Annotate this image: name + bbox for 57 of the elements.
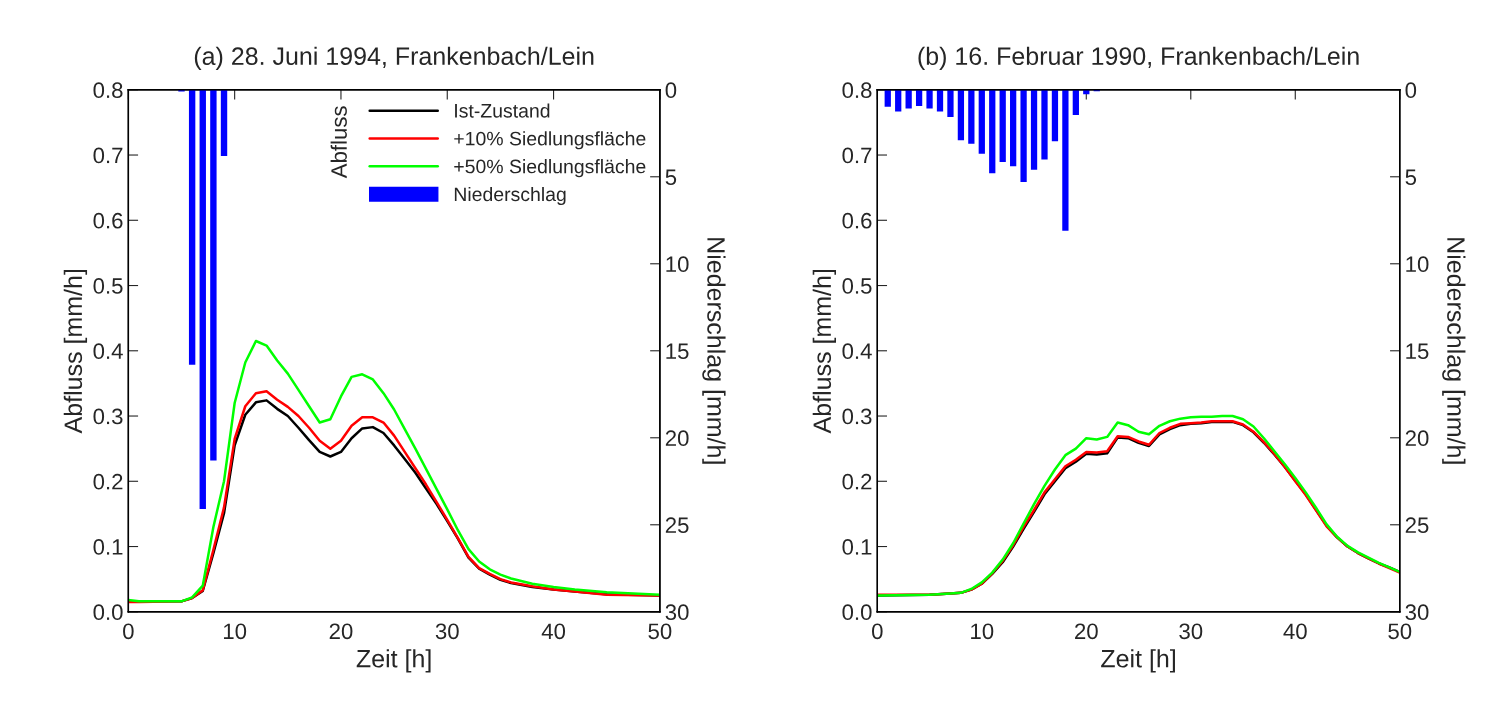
y-axis-title: Abfluss [mm/h] [812,269,836,434]
legend-label: Ist-Zustand [455,103,550,118]
x-tick-label: 0 [123,623,134,640]
x-axis-title: Zeit [h] [356,649,431,673]
y-tick-label: 0.1 [93,539,123,555]
x-axis-title: Zeit [h] [1101,649,1175,673]
y-tick-label: 0.6 [93,212,123,229]
x-tick-label: 50 [1388,623,1412,640]
y-tick-label: 0.3 [93,408,123,425]
y-tick-label: 0.0 [93,604,123,621]
y-tick-label: 0.8 [93,82,123,99]
y2-tick-label: 10 [1406,256,1429,273]
legend-label: Niederschlag [454,186,566,206]
y2-tick-label: 5 [1405,169,1417,186]
x-tick-label: 40 [541,623,566,640]
x-tick-label: 40 [1283,623,1307,640]
y-tick-label: 0.0 [842,604,872,621]
chart-title: (b) 16. Februar 1990, Frankenbach/Lein [918,46,1359,70]
y-tick-label: 0.5 [842,278,872,294]
y2-tick-label: 30 [1405,604,1429,621]
x-tick-label: 30 [1179,623,1203,640]
x-tick-label: 20 [1075,623,1098,640]
annotation: Abfluss [330,106,347,179]
x-tick-label: 10 [223,623,247,640]
y2-tick-label: 20 [1405,430,1429,447]
y2-tick-label: 0 [1405,82,1417,99]
y-tick-label: 0.2 [842,473,872,490]
y2-axis-title: Niederschlag [mm/h] [702,238,726,464]
y2-tick-label: 25 [1405,517,1429,534]
y-tick-label: 0.8 [842,82,872,99]
x-tick-label: 0 [872,623,883,640]
y2-tick-label: 15 [666,343,689,360]
legend-label: +10% Siedlungsfläche [454,131,646,150]
x-tick-label: 30 [435,623,459,640]
y2-tick-label: 10 [666,256,689,273]
y2-tick-label: 0 [665,82,677,99]
x-tick-label: 10 [971,623,994,640]
legend-label: +50% Siedlungsfläche [454,159,646,178]
x-tick-label: 20 [329,623,353,640]
chart-title: (a) 28. Juni 1994, Frankenbach/Lein [194,46,594,70]
y-tick-label: 0.6 [842,212,872,229]
y-axis-title: Abfluss [mm/h] [63,269,88,434]
x-tick-label: 50 [648,623,672,640]
y2-tick-label: 25 [665,517,689,534]
y-tick-label: 0.4 [842,343,872,360]
y2-axis-title: Niederschlag [mm/h] [1442,238,1466,464]
y-tick-label: 0.4 [93,343,123,360]
y2-tick-label: 5 [665,169,677,186]
y-tick-label: 0.5 [93,278,123,294]
y2-tick-label: 20 [665,430,689,447]
y-tick-label: 0.7 [842,147,872,164]
y-tick-label: 0.7 [93,147,123,164]
y-tick-label: 0.1 [842,539,872,555]
y2-tick-label: 15 [1406,343,1429,360]
y-tick-label: 0.3 [842,408,872,425]
y2-tick-label: 30 [665,604,689,621]
y-tick-label: 0.2 [93,473,123,490]
